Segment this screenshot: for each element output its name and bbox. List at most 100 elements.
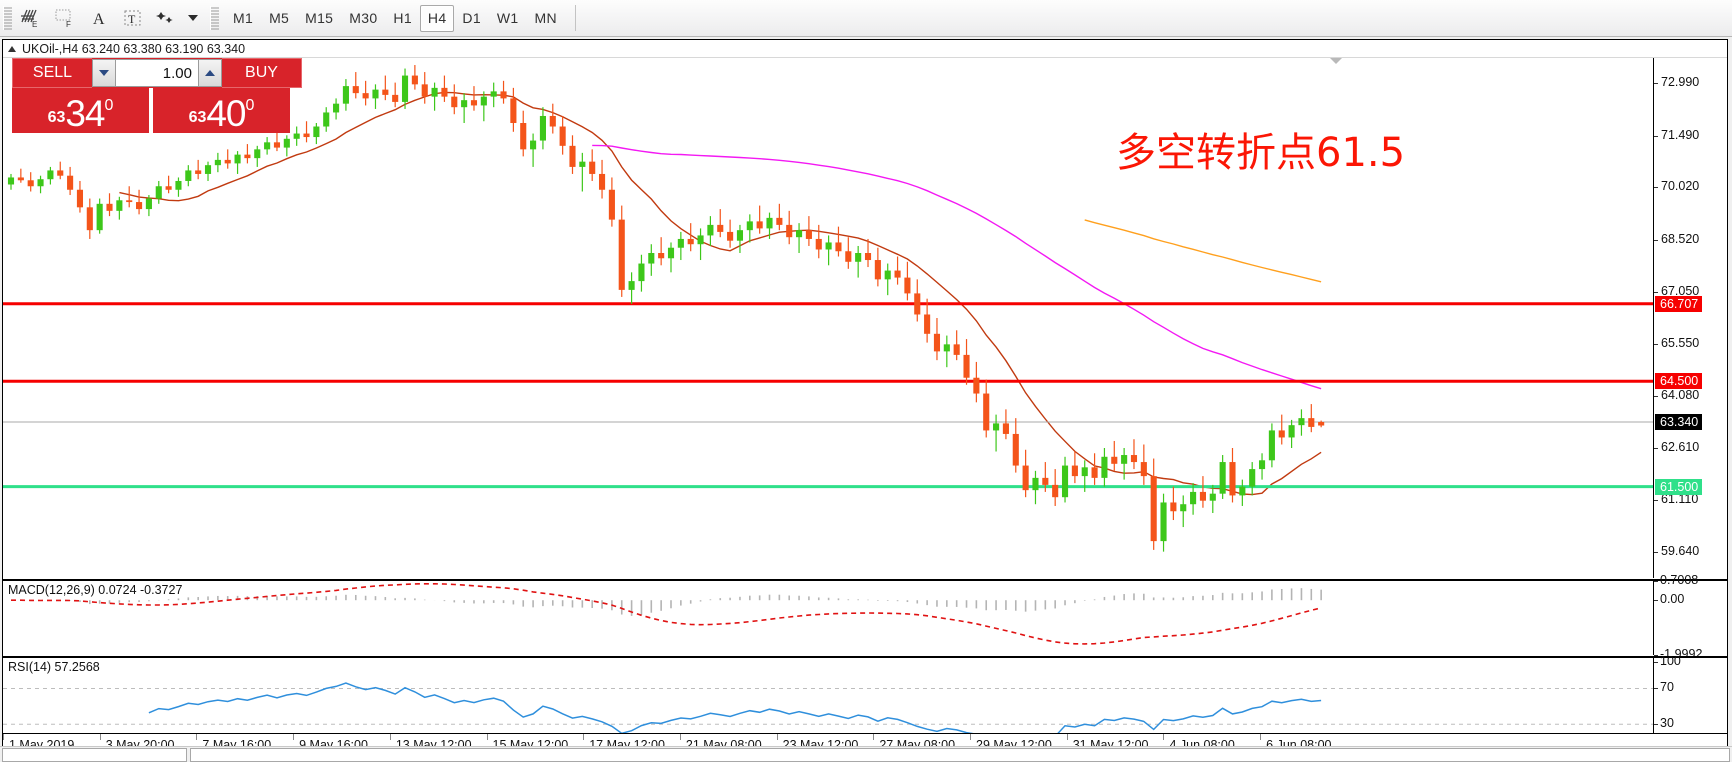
price-level-label-resistance[interactable]: 64.500 (1655, 373, 1703, 390)
timeframe-button-w1[interactable]: W1 (496, 10, 519, 26)
pane-collapse-arrow-icon[interactable] (1330, 58, 1342, 64)
macd-pane[interactable]: MACD(12,26,9) 0.0724 -0.3727 0.7008 0.00-… (3, 573, 1727, 661)
price-tick-label: 70.020 (1661, 179, 1700, 194)
toolbar-grip[interactable] (3, 6, 12, 30)
candlestick (57, 161, 64, 180)
candlestick (86, 198, 93, 239)
candlestick (67, 166, 74, 196)
candlestick (1081, 460, 1088, 492)
candlestick (845, 237, 852, 269)
timeframe-button-m5[interactable]: M5 (269, 10, 290, 26)
price-scale[interactable]: 72.990 71.490 70.020 68.520 67.050 65.550 64.0… (1653, 58, 1727, 578)
buy-price-display[interactable]: 63 40 0 (153, 88, 290, 133)
candlestick (500, 80, 507, 104)
rsi-tick-label: 70 (1660, 680, 1674, 695)
price-tick: 61.110 (1654, 492, 1698, 506)
candlestick (874, 247, 881, 287)
ma-magenta-line (592, 144, 1322, 390)
candlestick (1249, 462, 1256, 496)
price-tick: 68.520 (1654, 232, 1699, 246)
timeframe-button-mn[interactable]: MN (534, 10, 557, 26)
volume-input[interactable]: 1.00 (116, 59, 198, 87)
candlestick (1199, 476, 1206, 508)
status-tab-1[interactable] (2, 748, 187, 762)
time-tick-mark (583, 734, 585, 740)
buy-button[interactable]: BUY (222, 58, 302, 88)
candlestick (766, 212, 773, 239)
macd-tick-label: 0.7008 (1660, 573, 1699, 587)
timeframe-group: M1 M5 M15 M30 H1 H4 D1 W1 MN (225, 4, 565, 32)
candlestick (155, 180, 162, 204)
candlestick (1111, 440, 1118, 471)
candlestick (352, 72, 359, 99)
candlestick (1032, 470, 1039, 505)
candlestick (539, 107, 546, 150)
candlestick (598, 159, 606, 199)
candlestick (1190, 483, 1197, 515)
candlestick (106, 193, 113, 217)
candlestick (628, 272, 635, 304)
sell-price-main: 34 (65, 93, 105, 134)
macd-tick-label: 0.00 (1660, 592, 1685, 607)
candlestick (1150, 458, 1157, 550)
candlestick (1130, 439, 1138, 470)
templates-icon[interactable]: F (48, 3, 82, 33)
candlestick (244, 144, 251, 164)
status-tab-2[interactable] (190, 748, 1730, 762)
price-pane[interactable] (3, 58, 1653, 578)
price-level-label-resistance[interactable]: 66.707 (1655, 295, 1703, 312)
chart-window[interactable]: UKOil-,H4 63.240 63.380 63.190 63.340 72… (2, 39, 1728, 745)
candlestick (1140, 444, 1147, 485)
sell-button[interactable]: SELL (12, 58, 92, 88)
objects-icon[interactable] (150, 3, 184, 33)
rsi-tick-label: 100 (1660, 653, 1681, 668)
rsi-pane[interactable]: RSI(14) 57.2568 100 70 30 (3, 653, 1727, 744)
buy-price-fraction: 0 (245, 97, 255, 114)
candlestick (1298, 409, 1305, 436)
timeframe-button-m15[interactable]: M15 (305, 10, 334, 26)
text-label-icon[interactable]: T (116, 3, 150, 33)
volume-increase-button[interactable] (198, 59, 222, 87)
candlestick (638, 254, 645, 292)
timeframe-button-m1[interactable]: M1 (233, 10, 254, 26)
candlestick (372, 84, 379, 109)
timeframe-button-m30[interactable]: M30 (349, 10, 378, 26)
sell-price-display[interactable]: 63 34 0 (12, 88, 149, 133)
volume-decrease-button[interactable] (92, 59, 116, 87)
timeframe-toolbar-grip[interactable] (210, 6, 219, 30)
indicators-icon[interactable]: E (14, 3, 48, 33)
price-tick-label: 59.640 (1661, 544, 1700, 558)
trade-prices-row: 63 34 0 63 40 0 (12, 88, 302, 133)
price-level-label-last-price[interactable]: 63.340 (1655, 414, 1703, 430)
price-level-label-support[interactable]: 61.500 (1655, 478, 1703, 495)
candlestick (1160, 493, 1167, 552)
one-click-trading-panel[interactable]: SELL 1.00 BUY 63 34 0 63 40 0 (12, 58, 302, 133)
price-tick-label: 64.080 (1661, 388, 1700, 402)
macd-plot (3, 581, 1653, 655)
macd-title: MACD(12,26,9) 0.0724 -0.3727 (8, 583, 186, 597)
chart-collapse-triangle-icon[interactable] (8, 45, 16, 52)
price-tick-label: 68.520 (1661, 232, 1700, 246)
timeframe-button-d1[interactable]: D1 (462, 10, 481, 26)
timeframe-button-h4[interactable]: H4 (419, 4, 455, 32)
candlestick (717, 209, 724, 238)
candlestick (924, 298, 931, 343)
rsi-tick: 30 (1654, 716, 1674, 730)
candlestick (736, 224, 744, 253)
candlestick (175, 177, 182, 197)
candlestick (1258, 453, 1266, 480)
candlestick (687, 223, 694, 252)
price-tick: 70.020 (1654, 179, 1699, 193)
time-tick-mark (3, 734, 4, 740)
candlestick (185, 165, 192, 187)
candlestick (1101, 448, 1108, 487)
candlestick (658, 237, 665, 266)
symbol-ohlc-text: UKOil-,H4 63.240 63.380 63.190 63.340 (22, 41, 246, 56)
dropdown-arrow-icon[interactable] (184, 3, 202, 33)
candlestick (1229, 448, 1236, 503)
candlestick (145, 195, 152, 217)
text-tool-icon[interactable]: A (82, 3, 116, 33)
timeframe-button-h1[interactable]: H1 (393, 10, 412, 26)
candlestick (76, 180, 84, 213)
candlestick (27, 172, 34, 192)
